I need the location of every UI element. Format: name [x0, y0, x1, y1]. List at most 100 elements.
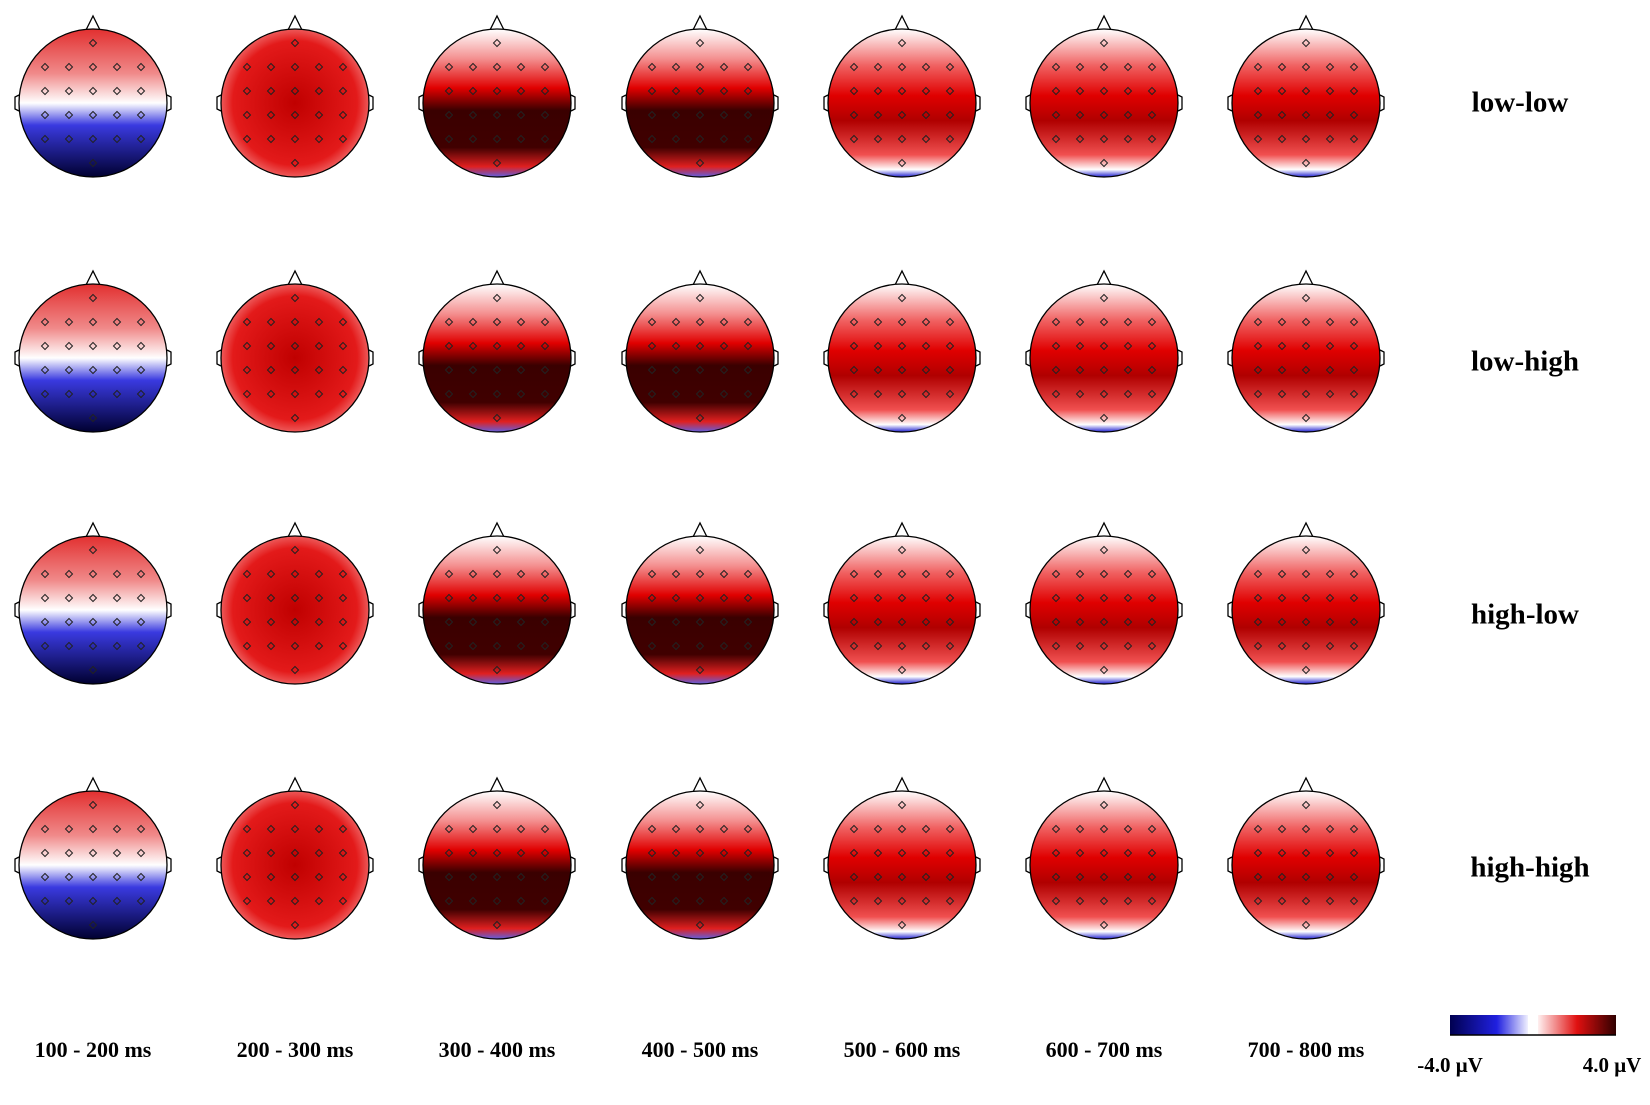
electrode: [1099, 545, 1109, 555]
head-ear: [1025, 601, 1031, 619]
electrode: [88, 824, 98, 834]
electrode: [1147, 896, 1157, 906]
head-ear: [1227, 94, 1233, 112]
electrode: [444, 62, 454, 72]
electrode: [849, 872, 859, 882]
time-window-label: 400 - 500 ms: [642, 1037, 759, 1062]
electrode: [444, 593, 454, 603]
head-nose: [287, 776, 303, 793]
electrode: [1277, 641, 1287, 651]
electrode: [290, 545, 300, 555]
head-ear: [418, 349, 424, 367]
electrode: [468, 389, 478, 399]
electrode: [1301, 158, 1311, 168]
electrode: [242, 569, 252, 579]
head-nose: [287, 269, 303, 286]
electrode: [290, 569, 300, 579]
electrode: [516, 569, 526, 579]
scalp-map: [220, 283, 370, 433]
electrode: [1301, 824, 1311, 834]
electrode: [88, 317, 98, 327]
electrode: [40, 896, 50, 906]
electrode: [849, 86, 859, 96]
head-ear: [975, 349, 981, 367]
electrode: [314, 593, 324, 603]
scalp-map: [18, 283, 168, 433]
electrode: [1075, 365, 1085, 375]
head-nose: [692, 269, 708, 286]
head-map: [14, 14, 172, 178]
electrode: [1301, 62, 1311, 72]
head-map: [1025, 776, 1183, 940]
electrode: [743, 110, 753, 120]
electrode: [338, 110, 348, 120]
electrode: [492, 134, 502, 144]
head-ear: [216, 601, 222, 619]
electrode: [1301, 134, 1311, 144]
electrode: [40, 86, 50, 96]
electrode: [1075, 617, 1085, 627]
electrode: [921, 617, 931, 627]
electrode: [112, 617, 122, 627]
head-ear: [570, 94, 576, 112]
head-map: [14, 269, 172, 433]
electrode: [647, 569, 657, 579]
electrode: [647, 896, 657, 906]
electrode: [290, 872, 300, 882]
electrode: [40, 317, 50, 327]
scalp-map: [827, 535, 977, 685]
electrode: [136, 617, 146, 627]
head-ear: [368, 349, 374, 367]
electrode: [897, 920, 907, 930]
electrode: [338, 86, 348, 96]
electrode: [719, 872, 729, 882]
scalp-map: [1029, 283, 1179, 433]
electrode: [540, 641, 550, 651]
electrode: [1277, 824, 1287, 834]
electrode: [1277, 341, 1287, 351]
electrode: [242, 365, 252, 375]
electrode: [647, 593, 657, 603]
electrode: [1349, 389, 1359, 399]
electrode: [719, 569, 729, 579]
electrode: [1325, 593, 1335, 603]
electrode: [873, 365, 883, 375]
electrode: [897, 872, 907, 882]
electrode: [136, 896, 146, 906]
electrode: [540, 365, 550, 375]
electrode: [1099, 872, 1109, 882]
electrode: [88, 365, 98, 375]
electrode: [1099, 317, 1109, 327]
electrode: [1349, 317, 1359, 327]
electrode: [242, 62, 252, 72]
electrode: [516, 86, 526, 96]
head-nose: [489, 776, 505, 793]
electrode: [40, 569, 50, 579]
head-ear: [14, 601, 20, 619]
electrode: [695, 569, 705, 579]
electrode: [1277, 86, 1287, 96]
electrode: [40, 62, 50, 72]
scalp-map: [1231, 535, 1381, 685]
scalp-map: [1231, 28, 1381, 178]
electrode: [1051, 569, 1061, 579]
electrode: [468, 62, 478, 72]
electrode: [112, 62, 122, 72]
electrode: [1075, 824, 1085, 834]
electrode: [492, 641, 502, 651]
head-map: [1227, 269, 1385, 433]
electrode: [314, 110, 324, 120]
electrode: [64, 365, 74, 375]
electrode: [266, 824, 276, 834]
electrode: [945, 341, 955, 351]
electrode: [1253, 134, 1263, 144]
electrode: [1147, 848, 1157, 858]
electrode: [1349, 617, 1359, 627]
electrode: [873, 896, 883, 906]
head-ear: [1177, 94, 1183, 112]
electrode: [921, 110, 931, 120]
electrode: [1301, 641, 1311, 651]
electrode: [1123, 848, 1133, 858]
electrode: [1099, 617, 1109, 627]
electrode: [897, 389, 907, 399]
